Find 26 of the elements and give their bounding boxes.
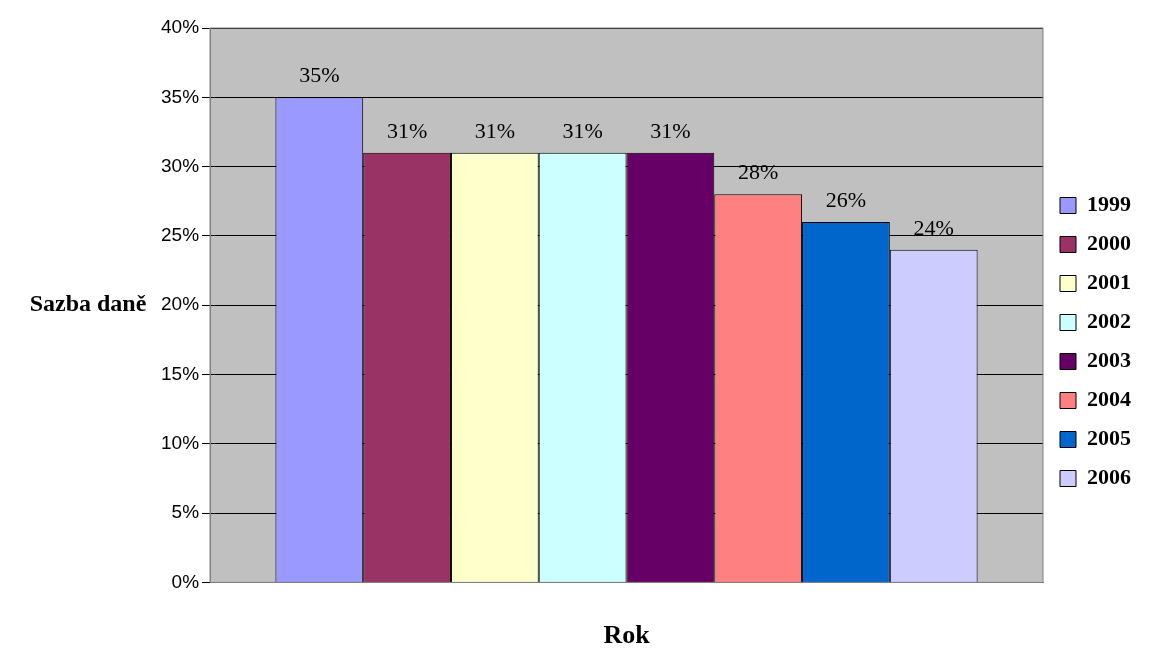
y-tick-label: 5% [171, 501, 200, 523]
y-tick-label: 40% [161, 16, 200, 38]
data-label: 31% [562, 117, 603, 143]
y-axis-title: Sazba daně [29, 290, 147, 317]
legend-label: 2003 [1087, 347, 1131, 373]
x-axis-title: Rok [603, 620, 651, 650]
data-label: 31% [386, 117, 428, 143]
y-tick-label: 20% [161, 293, 200, 315]
legend-label: 2001 [1087, 269, 1131, 295]
legend-label: 2004 [1087, 386, 1131, 412]
data-label: 31% [650, 117, 691, 143]
y-tick-label: 15% [161, 362, 200, 384]
y-tick-label: 30% [161, 154, 200, 176]
y-tick-label: 10% [161, 432, 200, 454]
legend-label: 2005 [1087, 425, 1131, 451]
data-label: 31% [474, 117, 516, 143]
legend-label: 2006 [1087, 464, 1131, 490]
legend-label: 2000 [1087, 230, 1131, 256]
y-tick-label: 0% [171, 570, 200, 592]
data-label: 35% [299, 62, 340, 88]
legend-label: 2002 [1087, 308, 1131, 334]
data-label: 24% [913, 214, 954, 240]
legend-label: 1999 [1087, 191, 1131, 217]
y-tick-label: 25% [161, 224, 200, 246]
y-tick-label: 35% [161, 85, 200, 107]
data-label: 26% [825, 186, 867, 212]
